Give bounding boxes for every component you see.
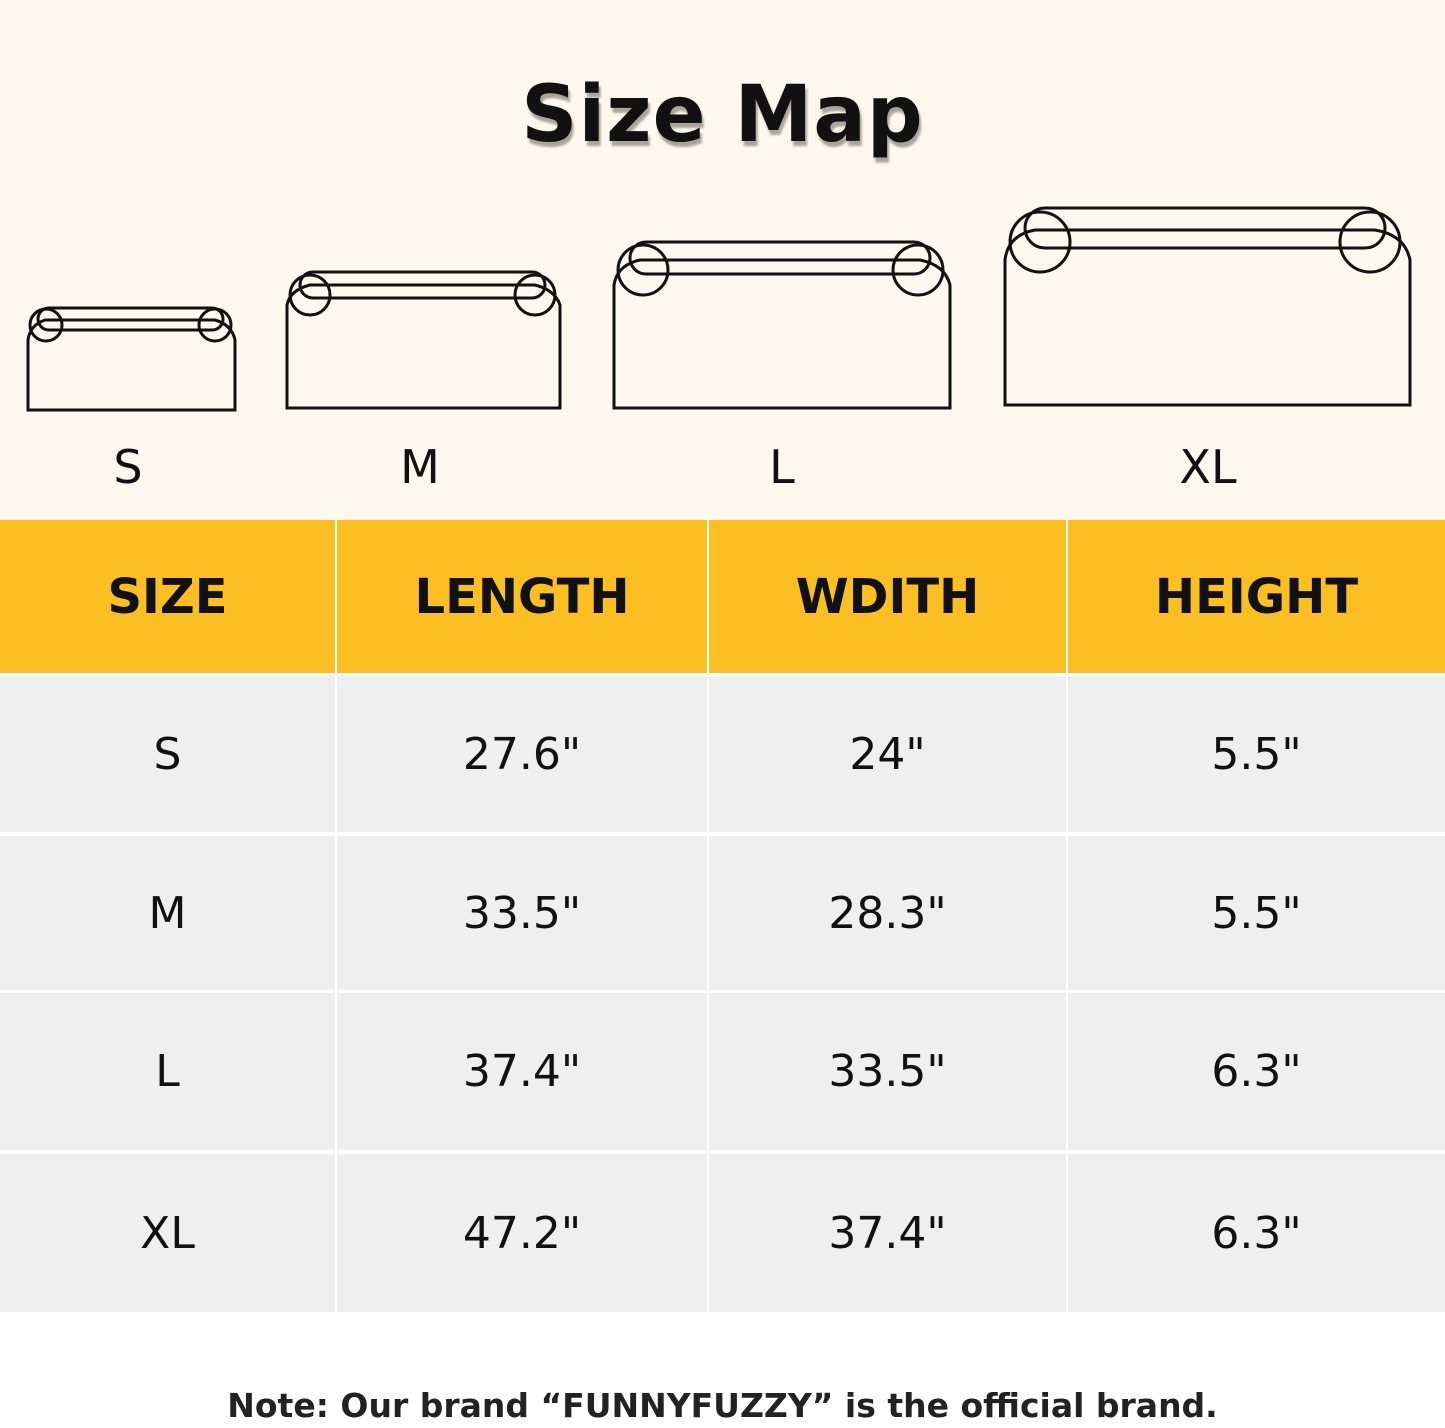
- cell-width: 33.5": [709, 993, 1066, 1150]
- header-size: SIZE: [0, 520, 335, 673]
- table-header-row: SIZE LENGTH WDITH HEIGHT: [0, 520, 1445, 673]
- page-title: Size Map: [521, 70, 924, 160]
- size-map-panel: Size Map S M L XL: [0, 0, 1445, 520]
- table-row: S 27.6" 24" 5.5": [0, 676, 1445, 832]
- cell-height: 6.3": [1068, 993, 1445, 1150]
- header-height: HEIGHT: [1068, 520, 1445, 673]
- cell-length: 37.4": [337, 993, 707, 1150]
- cell-size: M: [0, 836, 335, 990]
- cell-size: L: [0, 993, 335, 1150]
- bed-icon-m: [285, 270, 562, 410]
- brand-note: Note: Our brand “FUNNYFUZZY” is the offi…: [227, 1386, 1218, 1425]
- cell-width: 28.3": [709, 836, 1066, 990]
- cell-width: 24": [709, 676, 1066, 832]
- table-row: XL 47.2" 37.4" 6.3": [0, 1154, 1445, 1312]
- bed-icon-s: [26, 306, 237, 412]
- size-label-l: L: [769, 440, 795, 494]
- table-row: M 33.5" 28.3" 5.5": [0, 836, 1445, 990]
- header-width: WDITH: [709, 520, 1066, 673]
- cell-length: 47.2": [337, 1154, 707, 1312]
- cell-length: 27.6": [337, 676, 707, 832]
- table-row: L 37.4" 33.5" 6.3": [0, 993, 1445, 1150]
- bed-illustrations: [26, 206, 1412, 412]
- size-label-m: M: [400, 440, 440, 494]
- cell-height: 5.5": [1068, 676, 1445, 832]
- size-label-s: S: [113, 440, 143, 494]
- cell-size: S: [0, 676, 335, 832]
- size-label-xl: XL: [1179, 440, 1237, 494]
- cell-size: XL: [0, 1154, 335, 1312]
- cell-height: 5.5": [1068, 836, 1445, 990]
- cell-width: 37.4": [709, 1154, 1066, 1312]
- cell-height: 6.3": [1068, 1154, 1445, 1312]
- header-length: LENGTH: [337, 520, 707, 673]
- bed-icon-xl: [1003, 206, 1412, 407]
- cell-length: 33.5": [337, 836, 707, 990]
- bed-icon-l: [612, 240, 952, 410]
